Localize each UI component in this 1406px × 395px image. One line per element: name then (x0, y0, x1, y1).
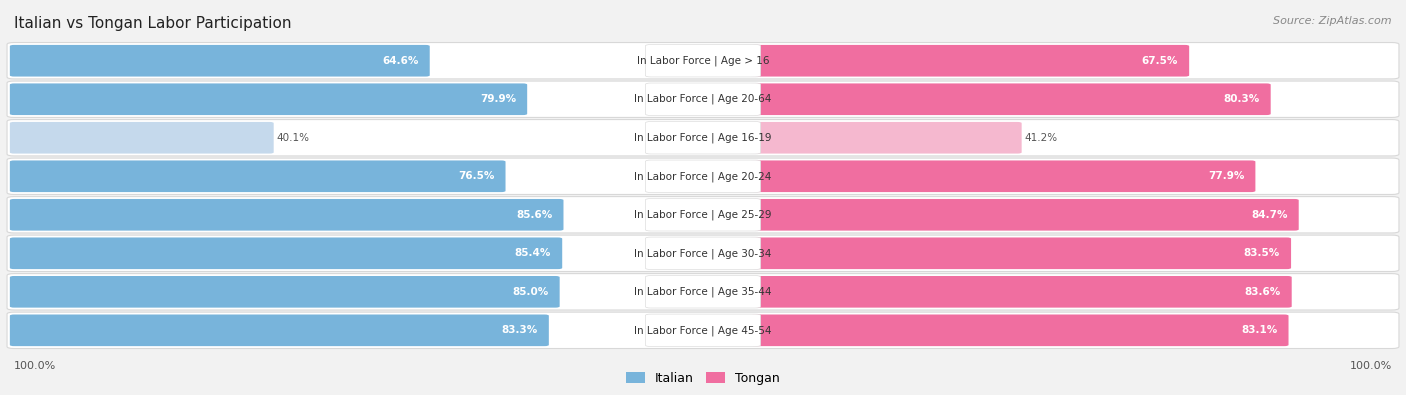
Text: 85.6%: 85.6% (516, 210, 553, 220)
Text: 83.5%: 83.5% (1243, 248, 1279, 258)
FancyBboxPatch shape (645, 314, 761, 346)
FancyBboxPatch shape (7, 274, 1399, 310)
FancyBboxPatch shape (7, 312, 1399, 348)
FancyBboxPatch shape (10, 45, 430, 77)
FancyBboxPatch shape (645, 237, 761, 269)
FancyBboxPatch shape (7, 158, 1399, 194)
FancyBboxPatch shape (10, 237, 562, 269)
FancyBboxPatch shape (645, 45, 761, 77)
Text: In Labor Force | Age 16-19: In Labor Force | Age 16-19 (634, 132, 772, 143)
Legend: Italian, Tongan: Italian, Tongan (623, 368, 783, 389)
FancyBboxPatch shape (751, 276, 1292, 308)
Text: 85.0%: 85.0% (512, 287, 548, 297)
Text: In Labor Force | Age 35-44: In Labor Force | Age 35-44 (634, 286, 772, 297)
FancyBboxPatch shape (751, 237, 1291, 269)
Text: In Labor Force | Age 45-54: In Labor Force | Age 45-54 (634, 325, 772, 336)
Text: 84.7%: 84.7% (1251, 210, 1288, 220)
Text: In Labor Force | Age 25-29: In Labor Force | Age 25-29 (634, 209, 772, 220)
Text: 41.2%: 41.2% (1025, 133, 1057, 143)
FancyBboxPatch shape (751, 160, 1256, 192)
Text: 80.3%: 80.3% (1223, 94, 1260, 104)
Text: 100.0%: 100.0% (14, 361, 56, 371)
Text: 83.6%: 83.6% (1244, 287, 1281, 297)
FancyBboxPatch shape (10, 160, 506, 192)
FancyBboxPatch shape (7, 235, 1399, 271)
FancyBboxPatch shape (10, 83, 527, 115)
FancyBboxPatch shape (7, 81, 1399, 117)
Text: 40.1%: 40.1% (277, 133, 309, 143)
Text: In Labor Force | Age > 16: In Labor Force | Age > 16 (637, 55, 769, 66)
FancyBboxPatch shape (645, 199, 761, 231)
FancyBboxPatch shape (751, 314, 1288, 346)
FancyBboxPatch shape (7, 197, 1399, 233)
Text: 100.0%: 100.0% (1350, 361, 1392, 371)
FancyBboxPatch shape (645, 160, 761, 192)
FancyBboxPatch shape (751, 122, 1022, 154)
FancyBboxPatch shape (10, 276, 560, 308)
Text: 67.5%: 67.5% (1142, 56, 1178, 66)
Text: Source: ZipAtlas.com: Source: ZipAtlas.com (1274, 16, 1392, 26)
FancyBboxPatch shape (751, 83, 1271, 115)
FancyBboxPatch shape (10, 199, 564, 231)
Text: 64.6%: 64.6% (382, 56, 419, 66)
FancyBboxPatch shape (7, 43, 1399, 79)
Text: In Labor Force | Age 20-24: In Labor Force | Age 20-24 (634, 171, 772, 182)
Text: 79.9%: 79.9% (479, 94, 516, 104)
FancyBboxPatch shape (645, 276, 761, 308)
FancyBboxPatch shape (751, 45, 1189, 77)
FancyBboxPatch shape (10, 314, 548, 346)
Text: Italian vs Tongan Labor Participation: Italian vs Tongan Labor Participation (14, 16, 291, 31)
FancyBboxPatch shape (10, 122, 274, 154)
Text: In Labor Force | Age 20-64: In Labor Force | Age 20-64 (634, 94, 772, 105)
Text: In Labor Force | Age 30-34: In Labor Force | Age 30-34 (634, 248, 772, 259)
Text: 77.9%: 77.9% (1208, 171, 1244, 181)
Text: 76.5%: 76.5% (458, 171, 495, 181)
FancyBboxPatch shape (645, 83, 761, 115)
FancyBboxPatch shape (7, 120, 1399, 156)
FancyBboxPatch shape (751, 199, 1299, 231)
Text: 83.3%: 83.3% (502, 325, 537, 335)
FancyBboxPatch shape (645, 122, 761, 154)
Text: 85.4%: 85.4% (515, 248, 551, 258)
Text: 83.1%: 83.1% (1241, 325, 1277, 335)
